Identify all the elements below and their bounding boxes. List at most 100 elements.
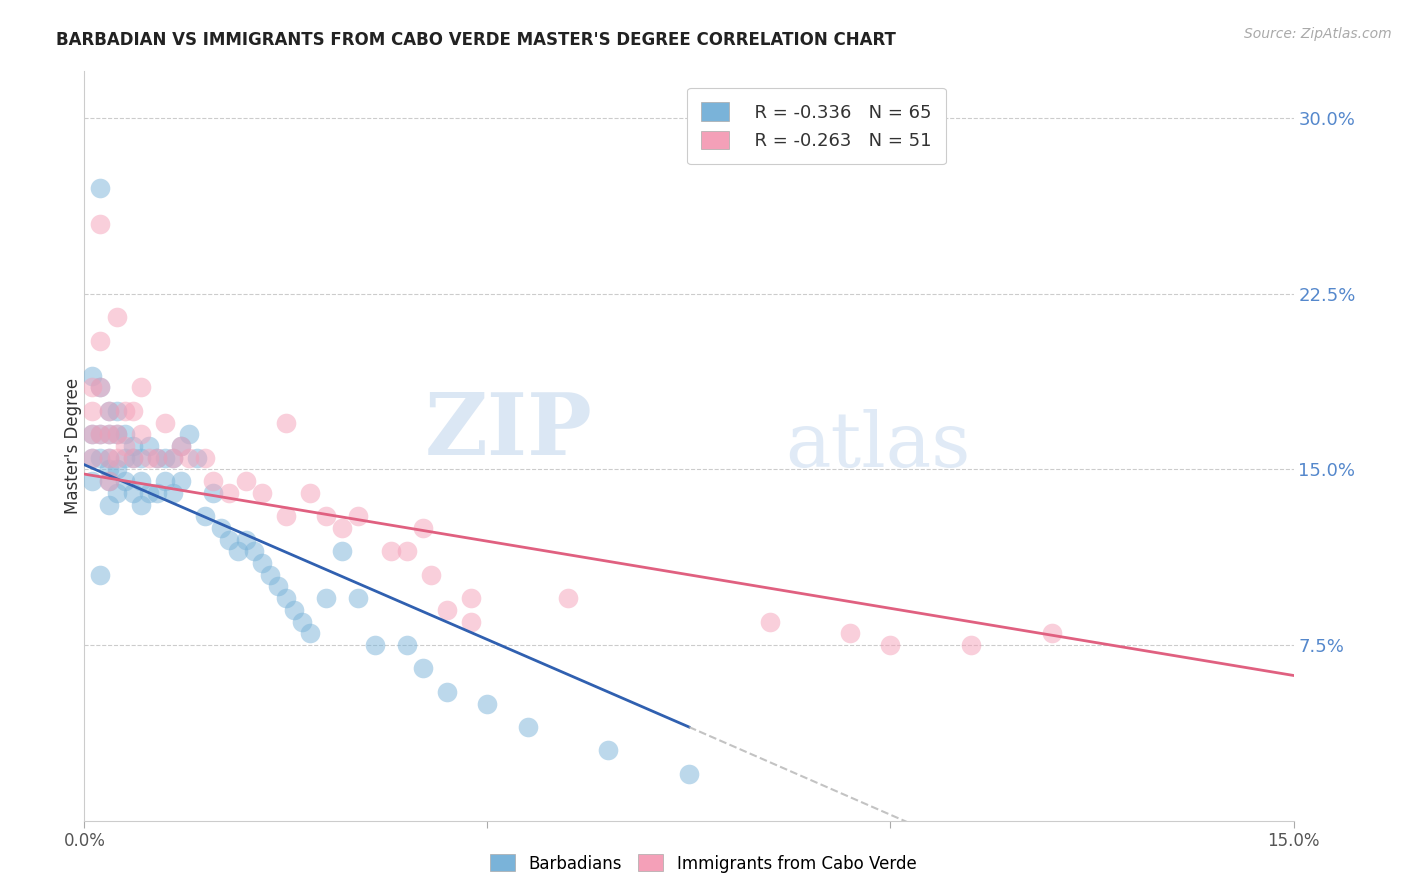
Point (557, 591, 579, 606)
Point (250, 485, 273, 500)
Point (347, 591, 370, 606)
Point (170, 439, 193, 453)
Point (516, 720, 538, 734)
Point (274, 509, 297, 524)
Point (105, 404, 128, 418)
Point (226, 544, 249, 558)
Point (412, 521, 434, 535)
Point (395, 638, 418, 652)
Point (330, 544, 353, 558)
Point (121, 450, 143, 465)
Point (960, 638, 983, 652)
Point (82, 450, 104, 465)
Point (97, 498, 120, 512)
Point (97, 450, 120, 465)
Point (162, 485, 184, 500)
Point (82, 368, 104, 383)
Point (162, 450, 184, 465)
Point (179, 427, 201, 442)
Point (209, 521, 232, 535)
Point (89, 217, 111, 231)
Point (114, 474, 136, 488)
Point (89, 380, 111, 394)
Point (179, 450, 201, 465)
Point (114, 439, 136, 453)
Point (218, 485, 240, 500)
Point (330, 521, 353, 535)
Point (299, 485, 322, 500)
Point (138, 450, 160, 465)
Point (82, 474, 104, 488)
Text: atlas: atlas (786, 409, 972, 483)
Point (250, 556, 273, 570)
Point (420, 567, 443, 582)
Point (82, 450, 104, 465)
Point (259, 567, 281, 582)
Point (82, 427, 104, 442)
Point (153, 416, 176, 430)
Point (153, 474, 176, 488)
Point (121, 439, 143, 453)
Point (129, 498, 152, 512)
Point (121, 404, 143, 418)
Point (162, 450, 184, 465)
Point (242, 544, 264, 558)
Point (105, 450, 128, 465)
Point (146, 485, 169, 500)
Point (121, 450, 143, 465)
Point (138, 485, 160, 500)
Point (1040, 626, 1063, 640)
Point (89, 567, 111, 582)
Point (105, 485, 128, 500)
Point (89, 380, 111, 394)
Point (194, 450, 217, 465)
Point (89, 427, 111, 442)
Point (274, 416, 297, 430)
Point (460, 591, 482, 606)
Point (283, 603, 305, 617)
Point (839, 626, 862, 640)
Point (97, 427, 120, 442)
Point (89, 427, 111, 442)
Point (82, 427, 104, 442)
Point (129, 380, 152, 394)
Point (105, 462, 128, 476)
Point (380, 544, 402, 558)
Point (202, 474, 225, 488)
Point (315, 509, 337, 524)
Text: ZIP: ZIP (425, 389, 592, 473)
Point (97, 450, 120, 465)
Point (146, 450, 169, 465)
Point (678, 767, 700, 781)
Point (460, 615, 482, 629)
Point (218, 533, 240, 547)
Point (598, 743, 620, 757)
Point (146, 450, 169, 465)
Point (97, 462, 120, 476)
Point (97, 474, 120, 488)
Point (436, 685, 458, 699)
Point (170, 474, 193, 488)
Point (97, 427, 120, 442)
Y-axis label: Master's Degree: Master's Degree (65, 378, 82, 514)
Point (291, 615, 314, 629)
Point (315, 591, 337, 606)
Point (138, 439, 160, 453)
Point (347, 509, 370, 524)
Point (129, 450, 152, 465)
Point (82, 404, 104, 418)
Point (97, 404, 120, 418)
Point (186, 450, 208, 465)
Point (97, 474, 120, 488)
Point (82, 380, 104, 394)
Point (202, 485, 225, 500)
Legend: Barbadians, Immigrants from Cabo Verde: Barbadians, Immigrants from Cabo Verde (484, 847, 922, 880)
Point (170, 439, 193, 453)
Point (758, 615, 780, 629)
Text: BARBADIAN VS IMMIGRANTS FROM CABO VERDE MASTER'S DEGREE CORRELATION CHART: BARBADIAN VS IMMIGRANTS FROM CABO VERDE … (56, 31, 896, 49)
Legend:   R = -0.336   N = 65,   R = -0.263   N = 51: R = -0.336 N = 65, R = -0.263 N = 51 (688, 88, 946, 164)
Point (114, 450, 136, 465)
Point (235, 474, 257, 488)
Point (153, 450, 176, 465)
Point (412, 661, 434, 675)
